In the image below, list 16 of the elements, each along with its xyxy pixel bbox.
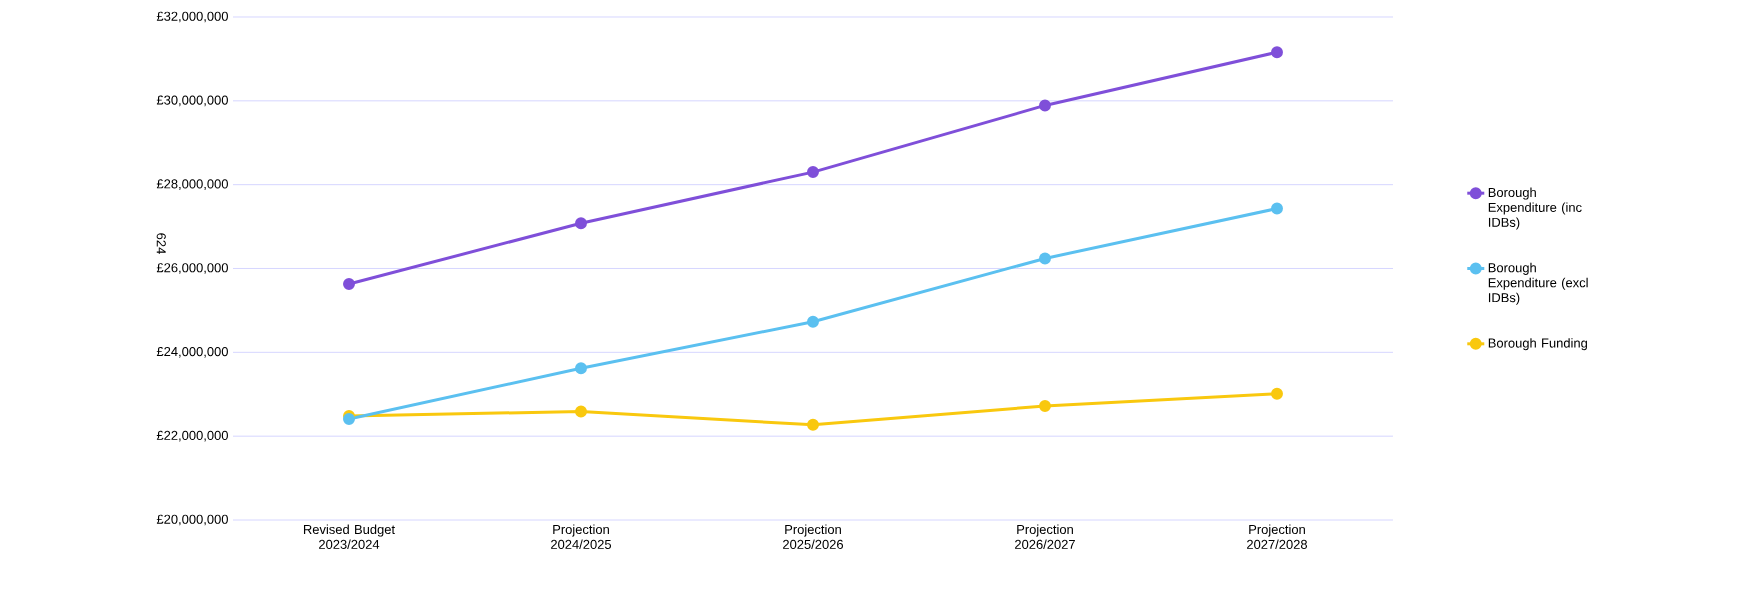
x-tick-label: Projection 2025/2026 [783,524,844,549]
x-tick-label: Revised Budget 2023/2024 [303,524,395,549]
legend-label: Borough Expenditure (inc IDBs) [1488,187,1582,230]
y-tick-label: £20,000,000 [156,514,228,526]
y-tick-label: £30,000,000 [156,95,228,107]
y-tick-label: £32,000,000 [156,11,228,23]
legend-label: Borough Expenditure (excl IDBs) [1488,262,1588,305]
x-tick-label: Projection 2027/2028 [1247,524,1308,549]
x-tick-label: Projection 2024/2025 [551,524,612,549]
y-tick-label: £28,000,000 [156,179,228,191]
legend-label: Borough Funding [1488,338,1587,351]
y-axis-title: 624 [156,233,166,254]
y-tick-label: £22,000,000 [156,430,228,442]
y-tick-label: £26,000,000 [156,263,228,274]
x-tick-label: Projection 2026/2027 [1015,524,1075,549]
y-tick-label: £24,000,000 [156,346,228,358]
